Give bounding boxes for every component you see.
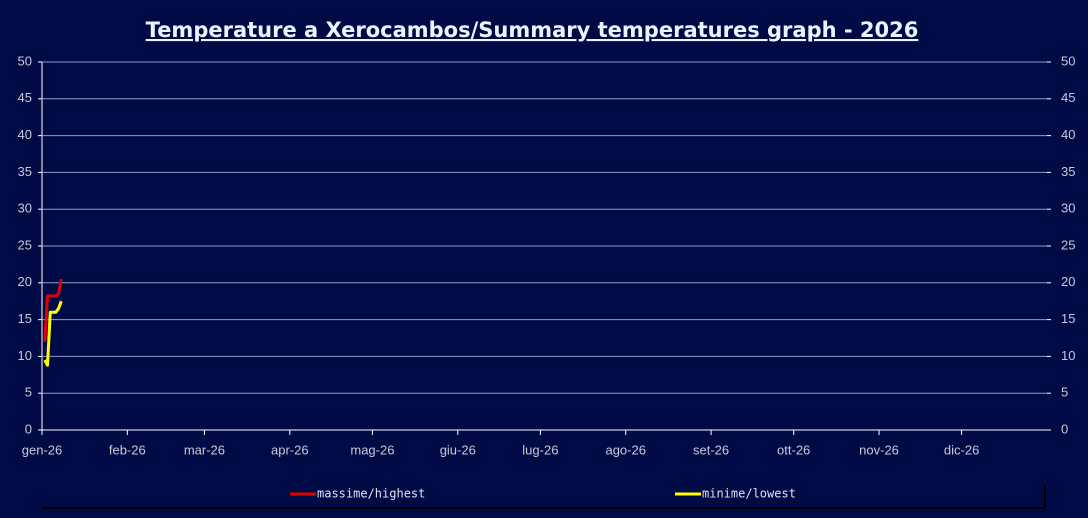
chart-title: Temperature a Xerocambos/Summary tempera…	[146, 18, 919, 42]
y2-tick-label: 25	[1061, 237, 1075, 252]
x-tick-label: gen-26	[22, 442, 62, 457]
y-tick-label: 5	[25, 385, 32, 400]
y-tick-label: 15	[18, 311, 32, 326]
x-tick-label: giu-26	[440, 442, 476, 457]
y-tick-label: 10	[18, 348, 32, 363]
y2-tick-label: 0	[1061, 421, 1068, 436]
x-tick-label: mar-26	[184, 442, 225, 457]
y2-tick-label: 5	[1061, 385, 1068, 400]
series-line	[43, 278, 63, 342]
x-tick-label: ott-26	[777, 442, 810, 457]
x-tick-label: mag-26	[350, 442, 394, 457]
y-tick-label: 0	[25, 421, 32, 436]
y2-tick-label: 35	[1061, 164, 1075, 179]
legend-label: massime/highest	[317, 487, 425, 501]
x-tick-label: set-26	[693, 442, 729, 457]
y2-tick-label: 50	[1061, 53, 1075, 68]
y-tick-label: 25	[18, 237, 32, 252]
y2-tick-label: 15	[1061, 311, 1075, 326]
y-tick-label: 35	[18, 164, 32, 179]
y-tick-label: 20	[18, 274, 32, 289]
y2-tick-label: 10	[1061, 348, 1075, 363]
x-tick-label: feb-26	[109, 442, 146, 457]
y-tick-label: 40	[18, 127, 32, 142]
y-tick-label: 30	[18, 201, 32, 216]
x-tick-label: dic-26	[944, 442, 979, 457]
y2-tick-label: 45	[1061, 90, 1075, 105]
y-tick-label: 50	[18, 53, 32, 68]
y2-tick-label: 40	[1061, 127, 1075, 142]
series-line	[43, 300, 63, 367]
x-tick-label: lug-26	[522, 442, 558, 457]
x-tick-label: nov-26	[859, 442, 899, 457]
y-tick-label: 45	[18, 90, 32, 105]
legend-label: minime/lowest	[702, 487, 796, 501]
y2-tick-label: 20	[1061, 274, 1075, 289]
x-tick-label: ago-26	[605, 442, 645, 457]
y2-tick-label: 30	[1061, 201, 1075, 216]
x-tick-label: apr-26	[271, 442, 309, 457]
